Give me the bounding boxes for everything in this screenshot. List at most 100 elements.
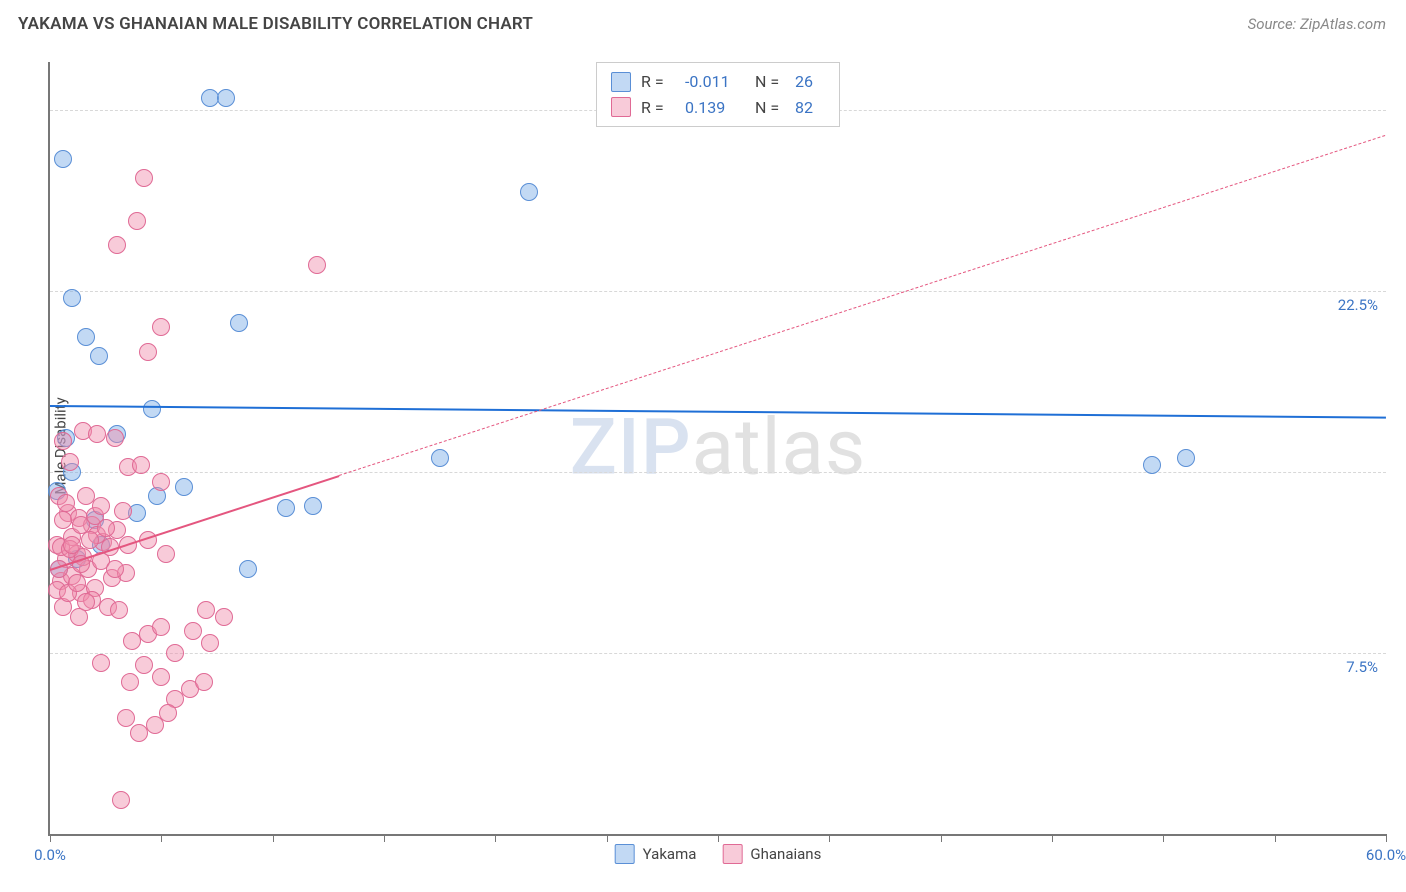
gridline: [50, 653, 1386, 654]
watermark-atlas: atlas: [692, 403, 867, 494]
y-tick-label: 22.5%: [1338, 296, 1378, 314]
r-value: -0.011: [685, 69, 745, 95]
source-label: Source: ZipAtlas.com: [1248, 15, 1386, 33]
data-point: [81, 531, 99, 549]
x-tick-label: 0.0%: [34, 846, 66, 864]
data-point: [110, 601, 128, 619]
x-tick: [384, 834, 385, 842]
data-point: [215, 608, 233, 626]
n-value: 82: [795, 95, 825, 121]
data-point: [90, 347, 108, 365]
data-point: [239, 560, 257, 578]
data-point: [217, 89, 235, 107]
x-tick: [273, 834, 274, 842]
watermark: ZIPatlas: [570, 403, 867, 494]
data-point: [106, 429, 124, 447]
x-tick: [495, 834, 496, 842]
data-point: [159, 704, 177, 722]
scatter-plot: ZIPatlas 7.5%22.5%0.0%60.0%R =-0.011N =2…: [48, 62, 1386, 836]
r-value: 0.139: [685, 95, 745, 121]
data-point: [108, 236, 126, 254]
series-legend-item: Yakama: [615, 844, 697, 864]
data-point: [175, 478, 193, 496]
data-point: [135, 656, 153, 674]
watermark-zip: ZIP: [570, 403, 692, 494]
data-point: [117, 709, 135, 727]
data-point: [54, 150, 72, 168]
y-tick-label: 7.5%: [1346, 658, 1378, 676]
series-legend-label: Yakama: [643, 845, 697, 863]
data-point: [152, 668, 170, 686]
data-point: [77, 328, 95, 346]
data-point: [63, 289, 81, 307]
data-point: [63, 536, 81, 554]
data-point: [304, 497, 322, 515]
gridline: [50, 291, 1386, 292]
x-tick: [1163, 834, 1164, 842]
data-point: [121, 673, 139, 691]
x-tick: [718, 834, 719, 842]
data-point: [77, 593, 95, 611]
n-value: 26: [795, 69, 825, 95]
correlation-legend: R = -0.011 N = 26 R = 0.139 N = 82: [596, 62, 840, 127]
data-point: [128, 212, 146, 230]
data-point: [308, 256, 326, 274]
trend-line: [50, 405, 1386, 419]
x-tick-label: 60.0%: [1366, 846, 1406, 864]
chart-title: YAKAMA VS GHANAIAN MALE DISABILITY CORRE…: [18, 14, 533, 34]
data-point: [68, 574, 86, 592]
data-point: [139, 343, 157, 361]
data-point: [184, 622, 202, 640]
x-tick: [1275, 834, 1276, 842]
x-tick: [941, 834, 942, 842]
data-point: [143, 400, 161, 418]
x-tick: [1386, 834, 1387, 842]
trend-line-extrapolated: [339, 134, 1386, 475]
data-point: [1177, 449, 1195, 467]
data-point: [112, 791, 130, 809]
data-point: [195, 673, 213, 691]
data-point: [92, 497, 110, 515]
data-point: [97, 519, 115, 537]
series-legend-item: Ghanaians: [722, 844, 821, 864]
data-point: [152, 473, 170, 491]
legend-swatch: [611, 72, 631, 92]
data-point: [54, 432, 72, 450]
data-point: [166, 644, 184, 662]
data-point: [431, 449, 449, 467]
data-point: [54, 511, 72, 529]
data-point: [132, 456, 150, 474]
n-label: N =: [755, 69, 785, 95]
data-point: [277, 499, 295, 517]
legend-swatch: [722, 844, 742, 864]
data-point: [152, 318, 170, 336]
data-point: [61, 453, 79, 471]
data-point: [88, 425, 106, 443]
data-point: [157, 545, 175, 563]
data-point: [201, 634, 219, 652]
data-point: [520, 183, 538, 201]
gridline: [50, 472, 1386, 473]
legend-swatch: [615, 844, 635, 864]
x-tick: [50, 834, 51, 842]
x-tick: [829, 834, 830, 842]
r-label: R =: [641, 95, 675, 121]
n-label: N =: [755, 95, 785, 121]
correlation-legend-row: R = 0.139 N = 82: [611, 95, 825, 121]
data-point: [135, 169, 153, 187]
data-point: [152, 618, 170, 636]
data-point: [230, 314, 248, 332]
x-tick: [1052, 834, 1053, 842]
legend-swatch: [611, 97, 631, 117]
series-legend-label: Ghanaians: [750, 845, 821, 863]
data-point: [106, 560, 124, 578]
chart-header: YAKAMA VS GHANAIAN MALE DISABILITY CORRE…: [0, 0, 1406, 48]
data-point: [197, 601, 215, 619]
x-tick: [161, 834, 162, 842]
x-tick: [607, 834, 608, 842]
data-point: [92, 654, 110, 672]
series-legend: Yakama Ghanaians: [615, 844, 822, 864]
data-point: [1143, 456, 1161, 474]
data-point: [114, 502, 132, 520]
r-label: R =: [641, 69, 675, 95]
